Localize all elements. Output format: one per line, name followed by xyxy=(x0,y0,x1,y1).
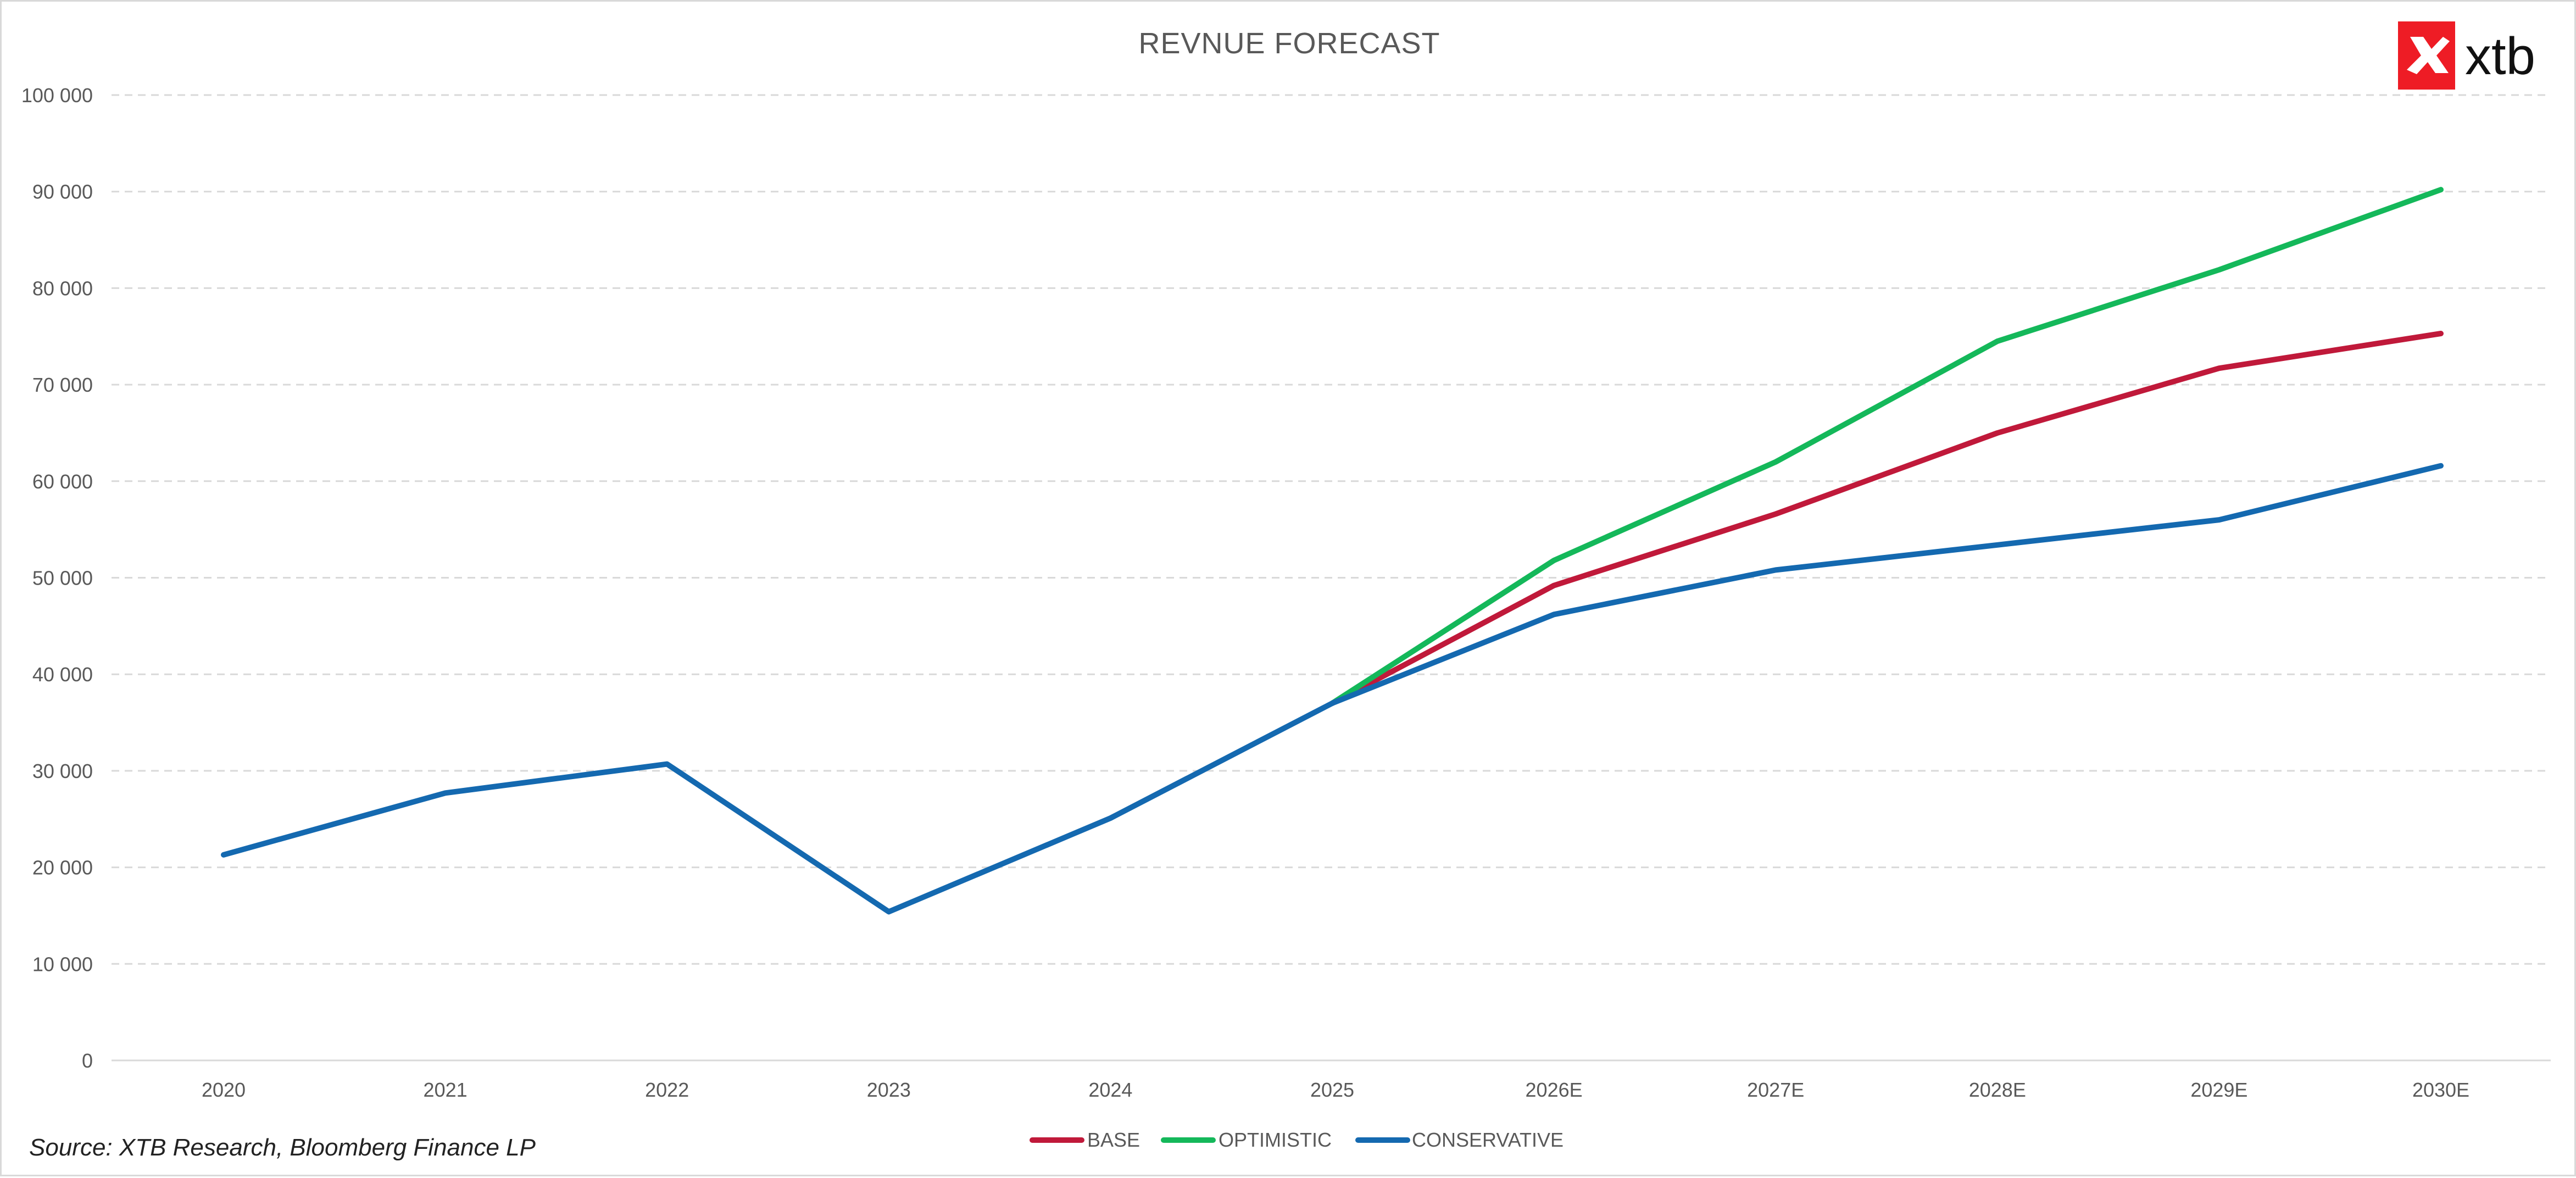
series-line-optimistic xyxy=(1329,187,2444,706)
legend: BASE OPTIMISTIC CONSERVATIVE xyxy=(1030,1129,1564,1151)
legend-label-base: BASE xyxy=(1087,1129,1140,1151)
source-note: Source: XTB Research, Bloomberg Finance … xyxy=(29,1134,536,1161)
y-tick-label: 100 000 xyxy=(21,84,93,107)
legend-label-optimistic: OPTIMISTIC xyxy=(1219,1129,1332,1151)
x-tick-label: 2025 xyxy=(1310,1079,1354,1101)
y-tick-label: 20 000 xyxy=(32,857,93,879)
y-tick-label: 40 000 xyxy=(32,663,93,686)
series-line-base xyxy=(1329,331,2444,706)
x-tick-label: 2026E xyxy=(1526,1079,1583,1101)
x-tick-label: 2020 xyxy=(202,1079,246,1101)
y-tick-label: 90 000 xyxy=(32,181,93,203)
x-tick-label: 2030E xyxy=(2412,1079,2469,1101)
x-tick-label: 2028E xyxy=(1969,1079,2026,1101)
y-tick-label: 80 000 xyxy=(32,277,93,299)
x-tick-label: 2029E xyxy=(2190,1079,2247,1101)
legend-label-conservative: CONSERVATIVE xyxy=(1412,1129,1564,1151)
y-tick-label: 30 000 xyxy=(32,760,93,782)
x-axis-ticks: 2020 2021 2022 2023 2024 2025 2026E 2027E 2028E 2… xyxy=(202,1079,2469,1101)
y-axis-ticks: 0 10 000 20 000 30 000 40 000 50 000 60 000 70 … xyxy=(21,84,93,1072)
series-lines xyxy=(221,187,2444,915)
y-tick-label: 10 000 xyxy=(32,953,93,975)
y-tick-label: 50 000 xyxy=(32,567,93,590)
gridlines xyxy=(112,94,2551,965)
y-tick-label: 60 000 xyxy=(32,470,93,493)
xtb-logo: xtb xyxy=(2398,21,2535,90)
x-tick-label: 2023 xyxy=(867,1079,911,1101)
xtb-logo-text: xtb xyxy=(2465,27,2535,86)
x-tick-label: 2022 xyxy=(645,1079,689,1101)
x-tick-label: 2021 xyxy=(424,1079,468,1101)
xtb-logo-x-glyph xyxy=(2407,37,2450,74)
chart-title: REVNUE FORECAST xyxy=(1138,27,1440,60)
series-line-conservative xyxy=(221,463,2444,915)
y-tick-label: 70 000 xyxy=(32,374,93,396)
y-tick-label: 0 xyxy=(82,1049,93,1072)
x-tick-label: 2027E xyxy=(1747,1079,1804,1101)
x-tick-label: 2024 xyxy=(1088,1079,1132,1101)
